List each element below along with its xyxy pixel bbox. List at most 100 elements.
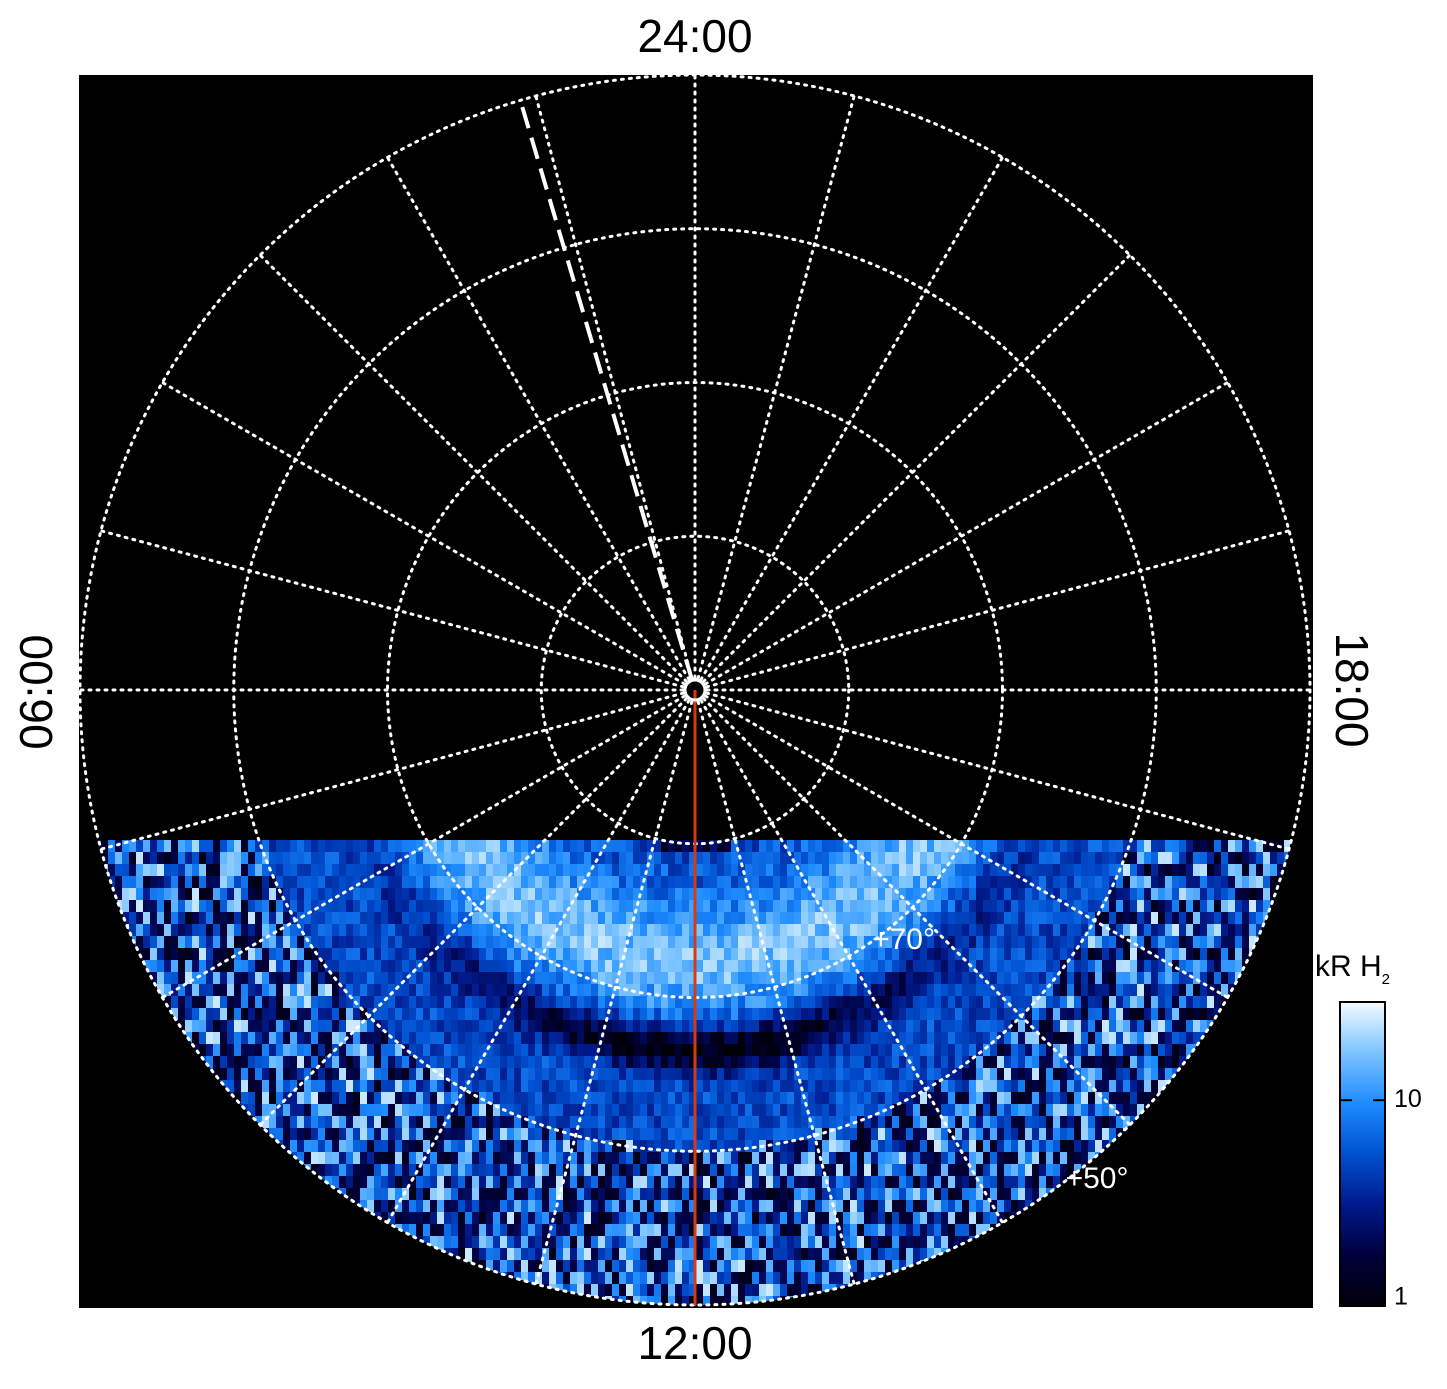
emission-cell — [1151, 996, 1159, 1009]
emission-cell — [696, 1248, 704, 1261]
emission-cell — [1179, 1020, 1187, 1033]
emission-cell — [1263, 852, 1271, 865]
emission-cell — [941, 888, 949, 901]
emission-cell — [444, 936, 452, 949]
emission-cell — [633, 1260, 641, 1273]
emission-cell — [962, 924, 970, 937]
emission-cell — [682, 1212, 690, 1225]
emission-cell — [1081, 1044, 1089, 1057]
emission-cell — [1067, 972, 1075, 985]
emission-cell — [570, 960, 578, 973]
emission-cell — [388, 1080, 396, 1093]
emission-cell — [150, 876, 158, 889]
emission-cell — [444, 864, 452, 877]
emission-cell — [563, 1104, 571, 1117]
emission-cell — [668, 1056, 676, 1069]
emission-cell — [864, 1152, 872, 1165]
emission-cell — [1179, 840, 1187, 853]
emission-cell — [773, 996, 781, 1009]
emission-cell — [696, 852, 704, 865]
emission-cell — [927, 912, 935, 925]
emission-cell — [122, 912, 130, 925]
emission-cell — [381, 984, 389, 997]
emission-cell — [794, 1248, 802, 1261]
emission-cell — [381, 948, 389, 961]
emission-cell — [1004, 912, 1012, 925]
emission-cell — [458, 1008, 466, 1021]
emission-cell — [675, 1140, 683, 1153]
emission-cell — [556, 1092, 564, 1105]
emission-cell — [591, 936, 599, 949]
emission-cell — [997, 948, 1005, 961]
emission-cell — [738, 900, 746, 913]
emission-cell — [605, 852, 613, 865]
emission-cell — [479, 1044, 487, 1057]
emission-cell — [409, 852, 417, 865]
emission-cell — [367, 996, 375, 1009]
emission-cell — [906, 840, 914, 853]
emission-cell — [1228, 960, 1236, 973]
emission-cell — [402, 984, 410, 997]
emission-cell — [1242, 912, 1250, 925]
emission-cell — [885, 1212, 893, 1225]
emission-cell — [731, 1248, 739, 1261]
emission-cell — [227, 1008, 235, 1021]
emission-cell — [199, 1032, 207, 1045]
emission-cell — [843, 1128, 851, 1141]
emission-cell — [556, 924, 564, 937]
emission-cell — [689, 1092, 697, 1105]
emission-cell — [276, 1092, 284, 1105]
emission-cell — [227, 1020, 235, 1033]
emission-cell — [780, 960, 788, 973]
emission-cell — [304, 984, 312, 997]
emission-cell — [1137, 1068, 1145, 1081]
emission-cell — [444, 996, 452, 1009]
emission-cell — [311, 972, 319, 985]
emission-cell — [689, 924, 697, 937]
emission-cell — [955, 1176, 963, 1189]
emission-cell — [969, 1032, 977, 1045]
emission-cell — [1018, 1116, 1026, 1129]
emission-cell — [255, 1056, 263, 1069]
emission-cell — [899, 936, 907, 949]
emission-cell — [913, 1212, 921, 1225]
emission-cell — [535, 1140, 543, 1153]
emission-cell — [234, 948, 242, 961]
emission-cell — [563, 888, 571, 901]
emission-cell — [829, 948, 837, 961]
emission-cell — [801, 1080, 809, 1093]
emission-cell — [626, 1032, 634, 1045]
emission-cell — [465, 1056, 473, 1069]
emission-cell — [899, 1056, 907, 1069]
emission-cell — [969, 996, 977, 1009]
emission-cell — [612, 1032, 620, 1045]
emission-cell — [1018, 1164, 1026, 1177]
emission-cell — [486, 1188, 494, 1201]
emission-cell — [339, 900, 347, 913]
emission-cell — [668, 1104, 676, 1117]
emission-cell — [990, 936, 998, 949]
emission-cell — [304, 1128, 312, 1141]
emission-cell — [1228, 840, 1236, 853]
emission-cell — [1193, 876, 1201, 889]
emission-cell — [1060, 972, 1068, 985]
emission-cell — [283, 864, 291, 877]
emission-cell — [843, 1008, 851, 1021]
emission-cell — [423, 1200, 431, 1213]
emission-cell — [1165, 1008, 1173, 1021]
emission-cell — [1074, 984, 1082, 997]
emission-cell — [535, 1260, 543, 1273]
emission-cell — [626, 1008, 634, 1021]
emission-cell — [283, 1008, 291, 1021]
emission-cell — [598, 1020, 606, 1033]
emission-cell — [871, 960, 879, 973]
emission-cell — [836, 1248, 844, 1261]
emission-cell — [871, 1140, 879, 1153]
emission-cell — [311, 1128, 319, 1141]
emission-cell — [591, 1128, 599, 1141]
emission-cell — [1193, 948, 1201, 961]
emission-cell — [773, 840, 781, 853]
emission-cell — [234, 1008, 242, 1021]
emission-cell — [472, 924, 480, 937]
emission-cell — [1074, 960, 1082, 973]
